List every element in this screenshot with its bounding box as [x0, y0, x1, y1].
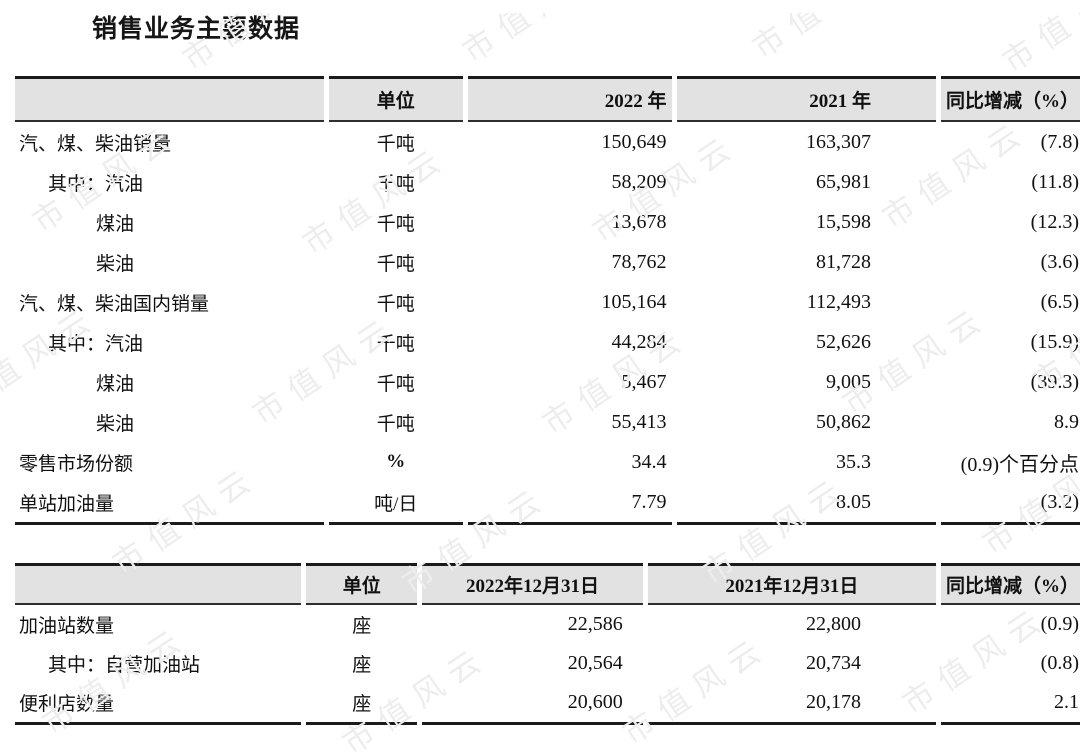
header-year-2022: 2022 年 [467, 76, 672, 122]
row-label: 其中：自营加油站 [48, 655, 201, 676]
value-yoy: (0.8) [1040, 652, 1079, 674]
document-page: 销售业务主要数据 单位 2022 年 2021 年 同比增减（%） 汽、煤、柴油… [0, 13, 1080, 753]
header-date-2022: 2022年12月31日 [422, 563, 643, 605]
value-current: 22,586 [567, 613, 623, 635]
station-count-table: 单位 2022年12月31日 2021年12月31日 同比增减（%） 加油站数量… [10, 563, 1080, 725]
table-row: 煤油 千吨 13,678 15,598 (12.3) [15, 202, 1080, 242]
table-row: 煤油 千吨 5,467 9,005 (39.3) [15, 362, 1080, 402]
table-header-row: 单位 2022 年 2021 年 同比增减（%） [15, 76, 1080, 122]
value-current: 55,413 [611, 410, 667, 433]
row-label: 柴油 [96, 253, 135, 275]
value-current: 34.4 [631, 450, 667, 473]
row-label: 其中：汽油 [48, 333, 144, 355]
value-yoy: (12.3) [1030, 210, 1079, 233]
value-yoy: 8.9 [1054, 410, 1079, 433]
value-yoy: (3.6) [1040, 250, 1079, 273]
value-prior: 112,493 [806, 290, 871, 313]
row-label: 单站加油量 [15, 482, 324, 525]
unit-cell: 吨/日 [328, 482, 463, 525]
row-label: 零售市场份额 [19, 453, 134, 475]
value-yoy: (0.9)个百分点 [960, 453, 1079, 476]
row-label: 其中：汽油 [48, 173, 144, 195]
table-row: 便利店数量座 20,600 20,178 2.1 [15, 683, 1080, 725]
value-current: 13,678 [611, 210, 667, 233]
value-yoy: (3.2) [940, 482, 1080, 525]
value-prior: 8.05 [676, 482, 936, 525]
header-unit: 单位 [328, 76, 463, 122]
row-label: 柴油 [96, 413, 135, 435]
header-blank [15, 563, 302, 605]
value-current: 58,209 [611, 170, 667, 193]
unit-cell: 千吨 [376, 373, 415, 395]
value-prior: 163,307 [805, 130, 871, 153]
value-prior: 9,005 [825, 370, 871, 393]
header-blank [15, 76, 324, 122]
table-row: 汽、煤、柴油销量 千吨 150,649 163,307 (7.8) [15, 122, 1080, 162]
unit-cell: 千吨 [376, 253, 415, 275]
header-unit: 单位 [306, 563, 418, 605]
value-current: 20,600 [422, 683, 643, 725]
row-label: 汽、煤、柴油国内销量 [19, 293, 210, 315]
value-current: 78,762 [611, 250, 667, 273]
page-title: 销售业务主要数据 [92, 16, 301, 43]
table-row: 其中：汽油 千吨 58,209 65,981 (11.8) [15, 162, 1080, 202]
value-yoy: (11.8) [1031, 170, 1079, 193]
value-current: 150,649 [601, 130, 667, 153]
value-current: 44,284 [611, 330, 667, 353]
unit-cell: 座 [352, 616, 372, 637]
table-row: 柴油 千吨 55,413 50,862 8.9 [15, 402, 1080, 442]
unit-cell: 座 [352, 655, 372, 676]
unit-cell: 千吨 [376, 213, 415, 235]
row-label: 便利店数量 [15, 683, 302, 725]
value-yoy: (15.9) [1030, 330, 1079, 353]
value-yoy: (6.5) [1040, 290, 1079, 313]
value-yoy: (7.8) [1040, 130, 1079, 153]
table-row: 零售市场份额% 34.4 35.3 (0.9)个百分点 [15, 442, 1080, 482]
sales-volume-table-body: 汽、煤、柴油销量 千吨 150,649 163,307 (7.8) 其中：汽油 千吨 58,2… [15, 122, 1080, 525]
unit-cell: 千吨 [376, 333, 415, 355]
value-prior: 20,178 [647, 683, 936, 725]
unit-cell: 座 [306, 683, 418, 725]
header-date-2021: 2021年12月31日 [647, 563, 936, 605]
row-label: 煤油 [96, 213, 135, 235]
value-current: 7.79 [467, 482, 672, 525]
table-row: 汽、煤、柴油国内销量 千吨 105,164 112,493 (6.5) [15, 282, 1080, 322]
table-row: 加油站数量 座 22,586 22,800 (0.9) [15, 605, 1080, 644]
station-count-table-body: 加油站数量座 22,586 22,800 (0.9) 其中：自营加油站座 20,564 20… [15, 605, 1080, 725]
sales-volume-table: 单位 2022 年 2021 年 同比增减（%） 汽、煤、柴油销量 千吨 150,6… [10, 76, 1080, 525]
header-yoy-change: 同比增减（%） [940, 76, 1080, 122]
value-prior: 52,626 [815, 330, 871, 353]
table-header-row: 单位 2022年12月31日 2021年12月31日 同比增减（%） [15, 563, 1080, 605]
unit-cell: 千吨 [376, 133, 415, 155]
value-prior: 22,800 [805, 613, 861, 635]
value-current: 5,467 [621, 370, 667, 393]
value-yoy: (0.9) [1040, 613, 1079, 635]
row-label: 加油站数量 [19, 616, 115, 637]
header-yoy-change: 同比增减（%） [940, 563, 1080, 605]
row-label: 汽、煤、柴油销量 [19, 133, 172, 155]
value-prior: 20,734 [805, 652, 861, 674]
value-yoy: (39.3) [1030, 370, 1079, 393]
unit-cell: 千吨 [376, 293, 415, 315]
value-yoy: 2.1 [940, 683, 1080, 725]
value-current: 20,564 [567, 652, 623, 674]
value-current: 105,164 [601, 290, 667, 313]
value-prior: 15,598 [815, 210, 871, 233]
row-label: 煤油 [96, 373, 135, 395]
table-row: 其中：自营加油站 座 20,564 20,734 (0.8) [15, 644, 1080, 683]
value-prior: 81,728 [815, 250, 871, 273]
table-row: 柴油 千吨 78,762 81,728 (3.6) [15, 242, 1080, 282]
unit-cell: 千吨 [376, 413, 415, 435]
value-prior: 65,981 [815, 170, 871, 193]
table-row: 单站加油量 吨/日 7.79 8.05 (3.2) [15, 482, 1080, 525]
value-prior: 35.3 [835, 450, 871, 473]
table-row: 其中：汽油 千吨 44,284 52,626 (15.9) [15, 322, 1080, 362]
value-prior: 50,862 [815, 410, 871, 433]
unit-cell: 千吨 [376, 173, 415, 195]
unit-cell: % [386, 451, 406, 472]
header-year-2021: 2021 年 [676, 76, 936, 122]
